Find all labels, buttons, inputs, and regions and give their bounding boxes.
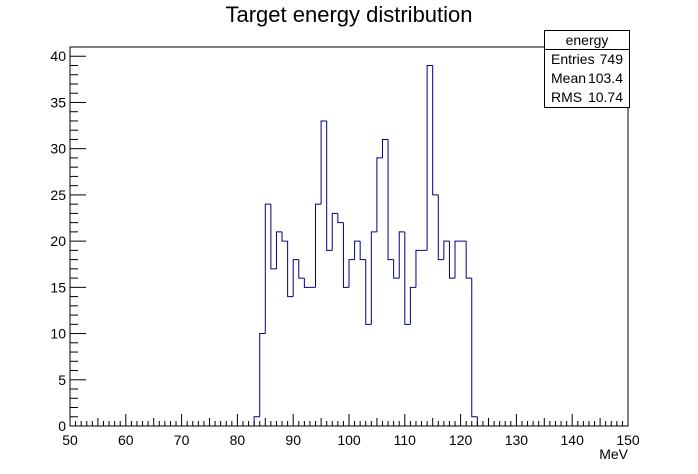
- y-tick-label: 0: [58, 418, 66, 434]
- y-tick-label: 5: [58, 372, 66, 388]
- stats-value: 103.4: [587, 70, 623, 86]
- y-tick-label: 10: [50, 326, 66, 342]
- histogram-bin: [298, 259, 305, 279]
- y-tick-label: 30: [50, 141, 66, 157]
- x-tick-label: 110: [394, 432, 417, 448]
- histogram-bin: [359, 241, 366, 261]
- stats-value: 749: [599, 51, 623, 67]
- histogram-bin: [432, 65, 439, 196]
- stats-box: energy Entries 749 Mean 103.4 RMS 10.74: [544, 30, 630, 108]
- histogram-bin: [437, 194, 444, 261]
- y-axis: 0 5 10 15 20 25 30 35 40: [50, 46, 86, 434]
- x-tick-label: 90: [285, 432, 301, 448]
- x-tick-label: 80: [230, 432, 246, 448]
- histogram-bin: [365, 259, 372, 325]
- histogram-bin: [448, 241, 456, 279]
- histogram-bin: [348, 259, 355, 288]
- y-tick-label: 40: [50, 48, 66, 64]
- chart-title: Target energy distribution: [225, 2, 473, 27]
- x-tick-label: 60: [118, 432, 134, 448]
- histogram-bin: [398, 231, 405, 279]
- stats-value: 10.74: [587, 89, 623, 105]
- histogram-bin: [315, 203, 322, 288]
- stats-row-entries: Entries 749: [545, 50, 629, 69]
- histogram-bin: [443, 240, 450, 260]
- histogram-bin: [376, 157, 383, 232]
- histogram-bin: [264, 203, 271, 334]
- histogram-bin: [326, 120, 333, 251]
- histogram-bin: [259, 333, 266, 417]
- histogram-bin: [404, 231, 411, 325]
- histogram-bin: [303, 278, 310, 288]
- histogram-bin: [342, 222, 349, 288]
- x-tick-label: 150: [616, 432, 640, 448]
- histogram-bin: [275, 231, 283, 269]
- y-tick-label: 25: [50, 187, 66, 203]
- histogram-bin: [381, 138, 389, 158]
- x-tick-label: 50: [62, 432, 78, 448]
- stats-box-title: energy: [545, 31, 629, 50]
- stats-label: Entries: [551, 51, 595, 67]
- histogram-bin: [409, 286, 416, 325]
- histogram-bin: [270, 204, 277, 270]
- stats-label: Mean: [551, 70, 587, 86]
- y-tick-label: 35: [50, 94, 66, 110]
- y-tick-label: 15: [50, 279, 66, 295]
- histogram-bars: [253, 64, 478, 426]
- histogram-bin: [387, 139, 394, 261]
- x-tick-label: 70: [174, 432, 190, 448]
- histogram-bin: [287, 241, 294, 298]
- stats-label: RMS: [551, 89, 583, 105]
- histogram-bin: [426, 64, 433, 251]
- histogram-bin: [415, 249, 422, 288]
- histogram-bin: [292, 259, 299, 297]
- histogram-bin: [471, 278, 478, 418]
- x-tick-label: 120: [449, 432, 473, 448]
- x-axis-label: MeV: [599, 446, 628, 462]
- stats-row-mean: Mean 103.4: [545, 69, 629, 88]
- stats-row-rms: RMS 10.74: [545, 88, 629, 107]
- histogram-bin: [281, 231, 288, 242]
- histogram-bin: [337, 213, 344, 224]
- x-tick-label: 100: [337, 432, 361, 448]
- histogram-bin: [253, 416, 260, 426]
- histogram-bin: [370, 231, 377, 325]
- histogram-bin: [331, 212, 338, 251]
- x-tick-label: 130: [505, 432, 529, 448]
- histogram-bin: [465, 241, 472, 279]
- histogram-bin: [320, 120, 327, 205]
- histogram-bin: [454, 240, 461, 279]
- y-tick-label: 20: [50, 233, 66, 249]
- x-tick-label: 140: [561, 432, 585, 448]
- x-axis: 50 60 70 80 90 100 110 120 130 140 150: [62, 414, 640, 448]
- histogram-bin: [354, 240, 361, 260]
- histogram-bin: [393, 259, 400, 279]
